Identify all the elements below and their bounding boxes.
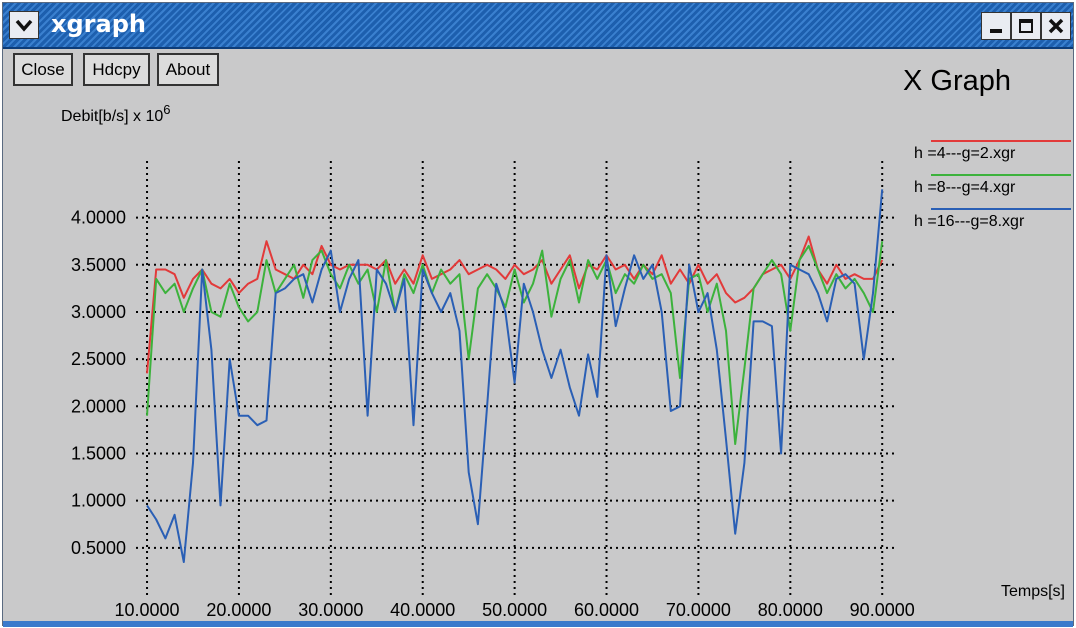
y-tick-label: 1.0000 xyxy=(71,491,126,511)
y-tick-label: 4.0000 xyxy=(71,208,126,228)
chevron-down-icon xyxy=(15,19,33,32)
y-tick-label: 3.5000 xyxy=(71,255,126,275)
y-tick-label: 0.5000 xyxy=(71,538,126,558)
series-line-3 xyxy=(146,189,884,563)
x-tick-label: 10.0000 xyxy=(114,600,179,620)
window-menu-button[interactable] xyxy=(9,11,39,39)
legend-entry: h =8---g=4.xgr xyxy=(914,179,1016,196)
y-tick-label: 2.0000 xyxy=(71,396,126,416)
bottom-edge xyxy=(3,621,1073,627)
x-tick-label: 40.0000 xyxy=(390,600,455,620)
maximize-button[interactable] xyxy=(1011,12,1041,40)
window-title: xgraph xyxy=(51,10,146,38)
maximize-icon xyxy=(1019,19,1033,33)
x-tick-label: 70.0000 xyxy=(666,600,731,620)
x-axis-label: Temps[s] xyxy=(1001,583,1065,600)
y-tick-label: 1.5000 xyxy=(71,443,126,463)
title-bar[interactable]: xgraph xyxy=(3,3,1073,49)
y-tick-label: 2.5000 xyxy=(71,349,126,369)
minimize-button[interactable] xyxy=(981,12,1011,40)
legend-entry: h =4---g=2.xgr xyxy=(914,145,1016,162)
x-tick-label: 50.0000 xyxy=(482,600,547,620)
y-axis-label: Debit[b/s] x 106 xyxy=(61,102,171,125)
series-line-2 xyxy=(146,241,884,445)
graph-title: X Graph xyxy=(903,65,1011,97)
close-button[interactable]: Close xyxy=(13,53,73,86)
hdcpy-button[interactable]: Hdcpy xyxy=(83,53,150,86)
minimize-icon xyxy=(990,29,1002,33)
x-tick-label: 80.0000 xyxy=(758,600,823,620)
y-tick-label: 3.0000 xyxy=(71,302,126,322)
x-tick-label: 30.0000 xyxy=(298,600,363,620)
window-close-button[interactable] xyxy=(1041,12,1071,40)
legend-entry: h =16---g=8.xgr xyxy=(914,213,1025,230)
x-tick-label: 20.0000 xyxy=(206,600,271,620)
close-icon xyxy=(1048,18,1064,34)
x-tick-label: 60.0000 xyxy=(574,600,639,620)
x-tick-label: 90.0000 xyxy=(850,600,915,620)
about-button[interactable]: About xyxy=(157,53,219,86)
line-chart: 10.0000 20.0000 30.0000 40.0000 50.0000 60.00… xyxy=(61,102,1071,620)
